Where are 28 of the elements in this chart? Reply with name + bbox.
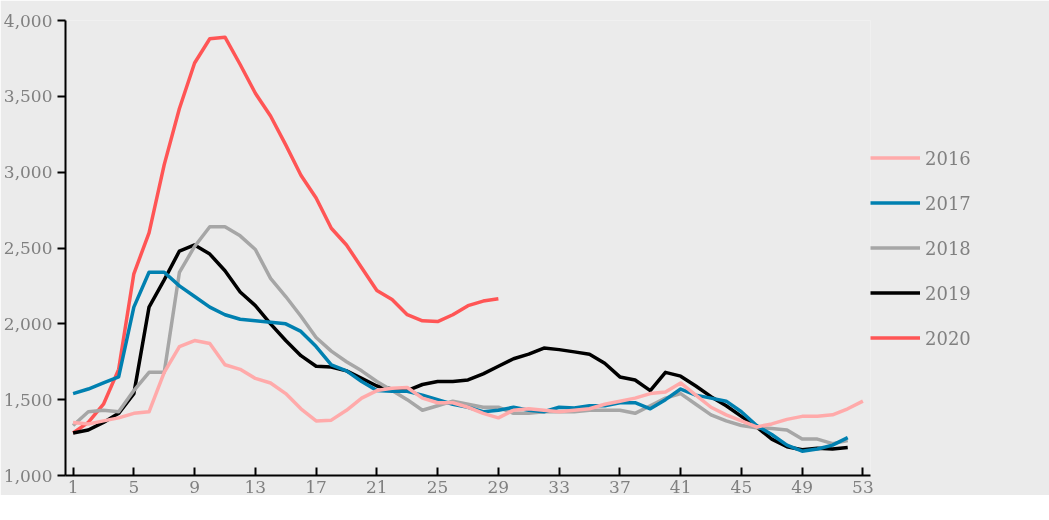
y-tick-label: 1,500	[3, 389, 53, 410]
legend-label: 2019	[925, 282, 971, 303]
legend-label: 2017	[925, 192, 971, 213]
y-tick-label: 2,000	[3, 313, 53, 334]
x-tick-label: 29	[487, 476, 510, 497]
y-tick-label: 4,000	[3, 10, 53, 31]
x-tick-label: 25	[426, 476, 449, 497]
x-tick-label: 1	[67, 476, 79, 497]
x-tick-label: 13	[244, 476, 267, 497]
line-series	[71, 35, 501, 435]
x-tick-label: 9	[189, 476, 201, 497]
y-tick-label: 3,500	[3, 86, 53, 107]
legend-label: 2016	[925, 147, 971, 168]
x-tick-label: 45	[730, 476, 753, 497]
y-tick-label: 2,500	[3, 238, 53, 258]
x-tick-label: 17	[305, 476, 327, 497]
x-tick-label: 53	[852, 476, 874, 497]
y-tick-label: 1,000	[3, 465, 53, 486]
y-tick-label: 3,000	[3, 162, 53, 183]
x-tick-label: 21	[366, 476, 388, 497]
x-tick-label: 41	[669, 476, 692, 497]
x-tick-label: 49	[791, 476, 813, 497]
legend-label: 2018	[925, 237, 971, 258]
x-tick-label: 37	[609, 476, 631, 497]
x-tick-label: 33	[548, 476, 570, 497]
legend-label: 2020	[925, 327, 971, 348]
line-series	[71, 338, 865, 429]
x-tick-label: 5	[128, 476, 140, 497]
